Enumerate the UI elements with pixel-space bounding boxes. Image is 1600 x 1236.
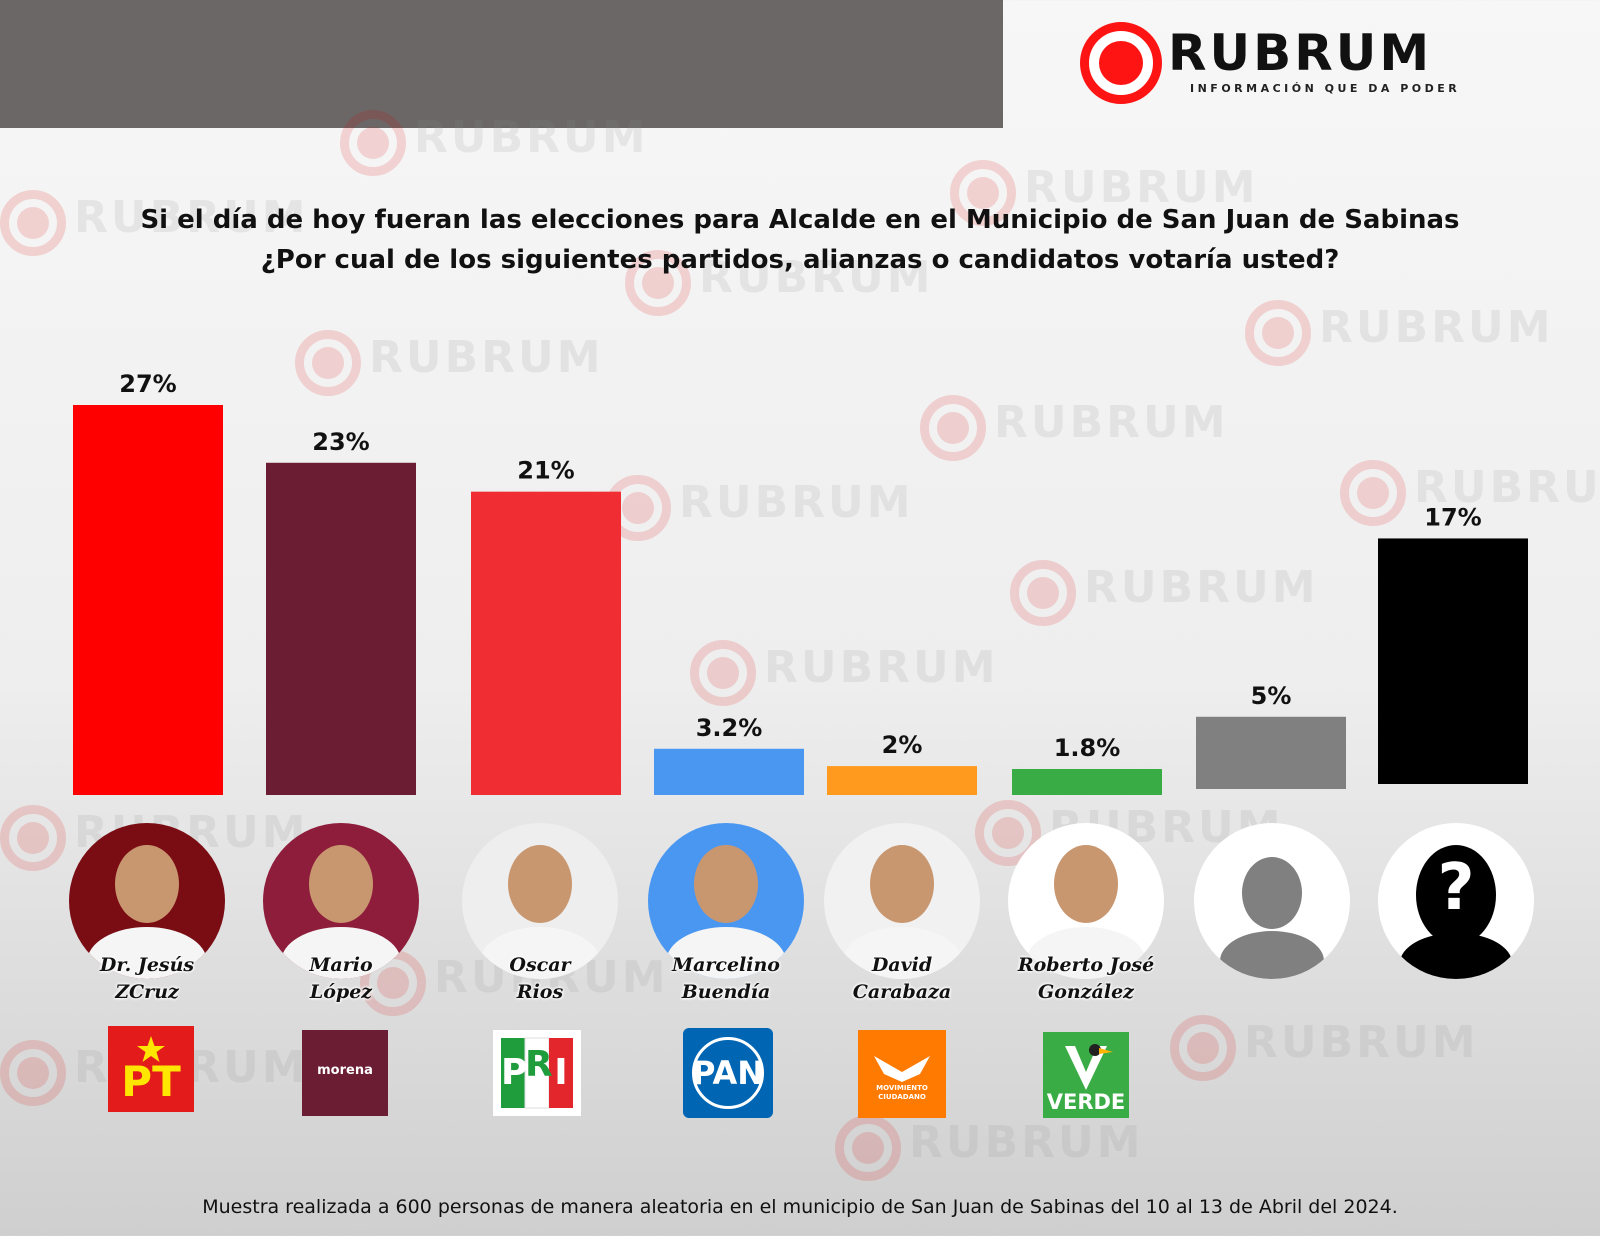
candidate-name: Dr. Jesús ZCruz [52,952,242,1006]
candidate-name-line-2: ZCruz [115,981,179,1003]
title-line-2: ¿Por cual de los siguientes partidos, al… [260,245,1340,275]
candidate-name: Roberto José González [991,952,1181,1006]
verde-logo: VERDE [1043,1032,1129,1118]
bar-value-label-5: 2% [882,731,923,759]
candidate-name-line-1: Marcelino [672,954,780,976]
verde-logo-text: VERDE [1046,1090,1126,1114]
candidate-name-line-2: Carabaza [852,981,952,1003]
bar-value-label-7: 5% [1251,682,1292,710]
header-bar [0,0,1003,128]
pan-logo-text: PAN [691,1054,765,1092]
shirt-icon [842,927,962,979]
candidate-avatar [263,823,419,979]
bar-chart: 27% 23% 21% 3.2% 2% 1.8% 5% 17% [73,370,1528,795]
mc-logo: MOVIMIENTO CIUDADANO [858,1030,946,1118]
bar-value-label-4: 3.2% [696,714,763,742]
bar-4 [654,748,804,795]
shirt-icon [666,927,786,979]
bar-8 [1378,538,1528,784]
unknown-head-icon [1416,845,1496,945]
candidate-avatar [1194,823,1350,979]
question-mark-icon: ? [1437,851,1475,925]
bar-6 [1012,769,1162,795]
bar-value-label-3: 21% [517,457,574,485]
face-icon [1054,845,1118,923]
morena-logo-text: morena [317,1063,373,1078]
bar-value-label-2: 23% [312,428,369,456]
candidate-name-line-2: López [309,981,373,1003]
verde-toucan-icon [1065,1044,1113,1090]
pan-ring-icon [692,1037,764,1109]
bar-value-label-8: 17% [1424,503,1481,531]
candidate-name: Oscar Rios [445,952,635,1006]
candidate-name-line-1: David [871,954,933,976]
pri-logo: P R I [493,1030,581,1116]
candidate-name-line-1: Mario [309,954,373,976]
candidate-name-line-1: Dr. Jesús [99,954,195,976]
shirt-icon [480,927,600,979]
pri-letter-i: I [554,1052,568,1093]
pan-logo: PAN [683,1028,773,1118]
candidate-avatar [824,823,980,979]
candidate-name-line-2: González [1038,981,1134,1003]
candidate-name-line-1: Oscar [509,954,571,976]
candidate-name-line-2: Buendía [681,981,771,1003]
candidate-name: Marcelino Buendía [631,952,821,1006]
silhouette-body-icon [1220,931,1324,979]
mc-logo-line-2: CIUDADANO [878,1093,926,1101]
title-line-1: Si el día de hoy fueran las elecciones p… [140,205,1460,235]
candidate-avatar [1008,823,1164,979]
face-icon [309,845,373,923]
candidate-name-line-2: Rios [516,981,564,1003]
candidate-avatar [462,823,618,979]
pt-logo: PT [108,1026,194,1112]
bar-7 [1196,716,1346,789]
candidate-name-line-1: Roberto José [1017,954,1155,976]
brand-dot-icon [1099,41,1143,85]
candidate-avatar [648,823,804,979]
candidate-name: Mario López [246,952,436,1006]
pri-emblem-icon [501,1037,573,1109]
bar-value-label-6: 1.8% [1054,734,1121,762]
morena-logo: morena [302,1030,388,1116]
bar-value-label-1: 27% [119,370,176,398]
mc-logo-line-1: MOVIMIENTO [876,1084,928,1092]
unknown-body-icon [1400,933,1512,979]
footer-note: Muestra realizada a 600 personas de mane… [202,1196,1398,1218]
pt-star-icon [137,1036,165,1062]
bar-5 [827,766,977,795]
brand-tagline: INFORMACIÓN QUE DA PODER [1190,82,1461,95]
bar-3 [471,491,621,795]
silhouette-head-icon [1242,857,1302,929]
shirt-icon [87,927,207,979]
bar-1 [73,405,223,795]
pt-logo-text: PT [121,1057,181,1106]
face-icon [694,845,758,923]
chart-title: Si el día de hoy fueran las elecciones p… [0,200,1600,280]
candidate-avatar: ? [1378,823,1534,979]
pri-letter-p: P [501,1052,528,1093]
shirt-icon [1026,927,1146,979]
candidate-avatar [69,823,225,979]
brand-name: RUBRUM [1168,24,1433,82]
pri-letter-r: R [525,1044,553,1085]
face-icon [870,845,934,923]
bar-2 [266,462,416,795]
face-icon [115,845,179,923]
mc-eagle-icon [874,1056,930,1082]
brand-logo: RUBRUM INFORMACIÓN QUE DA PODER [1080,22,1480,112]
candidate-name: David Carabaza [807,952,997,1006]
face-icon [508,845,572,923]
shirt-icon [281,927,401,979]
